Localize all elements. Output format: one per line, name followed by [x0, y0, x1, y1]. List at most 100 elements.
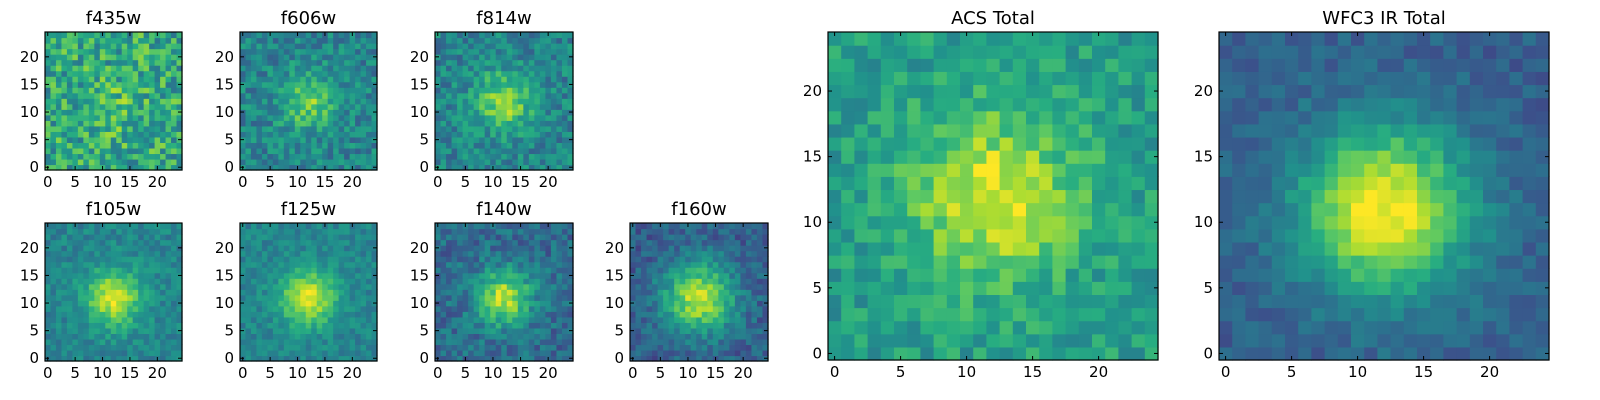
heatmap-cell [561, 261, 569, 268]
heatmap-cell [490, 278, 497, 285]
heatmap-cell [94, 333, 101, 340]
heatmap-cell [479, 294, 486, 301]
heatmap-cell [300, 92, 307, 99]
heatmap-cell [83, 278, 90, 285]
heatmap-cell [561, 316, 569, 323]
heatmap-cell [523, 239, 530, 246]
heatmap-cell [305, 114, 312, 121]
heatmap-cell [116, 48, 123, 55]
heatmap-cell [105, 316, 112, 323]
heatmap-cell [745, 234, 753, 241]
heatmap-cell [1026, 241, 1040, 256]
heatmap-cell [283, 234, 290, 241]
heatmap-cell [646, 278, 653, 285]
heatmap-cell [344, 311, 351, 318]
heatmap-cell [685, 305, 692, 312]
heatmap-cell [121, 43, 128, 50]
heatmap-cell [121, 76, 128, 83]
heatmap-cell [311, 228, 318, 235]
heatmap-cell [517, 48, 524, 55]
heatmap-cell [635, 338, 642, 346]
heatmap-cell [94, 59, 101, 66]
heatmap-cell [250, 81, 258, 88]
heatmap-cell [294, 239, 301, 246]
heatmap-cell [718, 256, 725, 263]
heatmap-cell [685, 344, 692, 351]
heatmap-cell [88, 338, 95, 346]
heatmap-cell [338, 349, 345, 357]
heatmap-cell [72, 300, 79, 307]
heatmap-cell [88, 272, 95, 279]
heatmap-cell [66, 131, 73, 138]
heatmap-cell [143, 349, 150, 357]
heatmap-cell [256, 250, 263, 257]
heatmap-cell [360, 311, 367, 318]
heatmap-cell [550, 125, 558, 132]
heatmap-cell [501, 158, 508, 166]
heatmap-cell [116, 245, 123, 252]
heatmap-cell [149, 289, 156, 296]
heatmap-cell [479, 355, 486, 362]
heatmap-cell [66, 316, 73, 323]
heatmap-cell [371, 76, 378, 83]
heatmap-cell [250, 261, 258, 268]
heatmap-cell [289, 261, 296, 268]
heatmap-cell [245, 278, 252, 285]
heatmap-cell [545, 267, 552, 274]
heatmap-cell [484, 131, 491, 138]
heatmap-cell [462, 37, 469, 44]
heatmap-cell [473, 300, 480, 307]
heatmap-cell [690, 355, 697, 362]
heatmap-cell [61, 43, 68, 50]
heatmap-cell [272, 267, 279, 274]
heatmap-cell [149, 322, 156, 329]
heatmap-cell [132, 131, 139, 138]
heatmap-cell [539, 54, 546, 61]
heatmap-cell [289, 311, 296, 318]
heatmap-cell [1052, 228, 1067, 243]
heatmap-cell [756, 267, 764, 274]
heatmap-cell [723, 256, 730, 263]
heatmap-cell [534, 32, 541, 39]
heatmap-cell [1012, 189, 1027, 204]
heatmap-cell [278, 267, 285, 274]
heatmap-cell [267, 261, 274, 268]
heatmap-cell [490, 349, 497, 357]
heatmap-cell [154, 59, 161, 66]
heatmap-cell [484, 305, 491, 312]
heatmap-cell [338, 164, 345, 171]
heatmap-cell [143, 131, 150, 138]
heatmap-cell [110, 305, 117, 312]
heatmap-cell [45, 76, 52, 83]
heatmap-cell [473, 92, 480, 99]
heatmap-cell [300, 136, 307, 143]
heatmap-cell [679, 305, 686, 312]
heatmap-cell [556, 81, 563, 88]
heatmap-cell [294, 59, 301, 66]
heatmap-cell [641, 228, 648, 235]
heatmap-cell [635, 305, 642, 312]
heatmap-cell [94, 164, 101, 171]
heatmap-cell [50, 32, 57, 39]
heatmap-cell [121, 300, 128, 307]
heatmap-cell [55, 223, 63, 230]
heatmap-cell [261, 316, 268, 323]
heatmap-cell [751, 272, 758, 279]
heatmap-cell [283, 103, 290, 110]
heatmap-cell [539, 283, 546, 290]
heatmap-cell [127, 158, 134, 166]
heatmap-cell [289, 81, 296, 88]
heatmap-cell [72, 228, 79, 235]
heatmap-cell [841, 241, 855, 256]
heatmap-cell [45, 349, 52, 357]
heatmap-cell [545, 98, 552, 105]
heatmap-cell [165, 349, 172, 357]
heatmap-cell [668, 327, 675, 334]
heatmap-cell [289, 164, 296, 171]
heatmap-cell [567, 114, 574, 121]
heatmap-cell [457, 311, 464, 318]
heatmap-cell [446, 70, 453, 77]
heatmap-cell [657, 316, 664, 323]
heatmap-cell [300, 37, 307, 44]
heatmap-cell [1092, 281, 1106, 295]
